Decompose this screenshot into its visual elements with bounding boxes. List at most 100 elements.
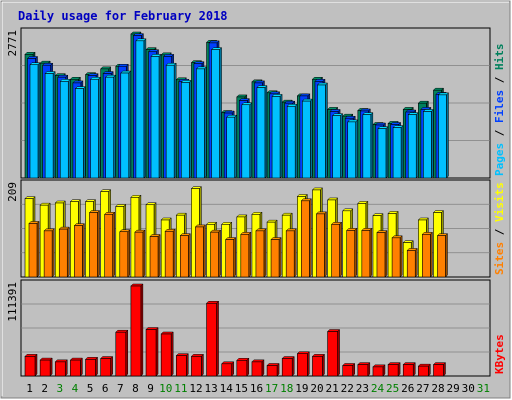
bar-sites xyxy=(240,231,252,278)
bar-sites xyxy=(58,226,70,278)
bar-pages xyxy=(210,47,223,179)
svg-text:Sites / Visits: Sites / Visits xyxy=(493,182,506,275)
x-tick-label: 12 xyxy=(189,382,202,395)
bar-pages xyxy=(422,108,434,179)
bar-pages xyxy=(120,70,132,179)
bar-kbytes xyxy=(100,355,114,377)
x-tick-label: 26 xyxy=(401,382,414,395)
x-tick-label: 2 xyxy=(41,382,48,395)
x-tick-label: 4 xyxy=(72,382,79,395)
bar-pages xyxy=(44,70,56,179)
bar-sites xyxy=(104,211,116,278)
x-tick-label: 11 xyxy=(174,382,187,395)
bar-kbytes xyxy=(402,362,416,377)
bar-sites xyxy=(285,228,297,278)
bar-pages xyxy=(29,62,41,179)
x-tick-label: 10 xyxy=(159,382,172,395)
bar-pages xyxy=(301,98,313,179)
x-tick-label: 25 xyxy=(386,382,399,395)
bar-pages xyxy=(59,78,71,179)
legend-separator: / xyxy=(493,222,506,242)
bar-sites xyxy=(361,227,373,278)
legend-separator: / xyxy=(493,123,506,143)
bar-pages xyxy=(105,74,117,179)
bar-sites xyxy=(376,229,388,278)
x-tick-label: 16 xyxy=(250,382,263,395)
bar-sites xyxy=(88,209,101,278)
bar-kbytes xyxy=(160,331,174,377)
bar-sites xyxy=(346,227,358,278)
bar-sites xyxy=(330,221,343,278)
legend-files: Files xyxy=(493,90,506,123)
x-tick-label: 24 xyxy=(371,382,385,395)
x-tick-label: 30 xyxy=(462,382,475,395)
bar-sites xyxy=(134,229,146,278)
x-tick-label: 8 xyxy=(132,382,139,395)
panel-kbytes: 111391 xyxy=(6,279,491,377)
bar-kbytes xyxy=(326,328,341,377)
bar-kbytes xyxy=(281,355,295,377)
bar-kbytes xyxy=(24,353,38,377)
bar-pages xyxy=(180,79,192,179)
bar-kbytes xyxy=(205,300,220,377)
x-tick-label: 5 xyxy=(87,382,94,395)
bar-kbytes xyxy=(236,357,250,377)
bar-sites xyxy=(194,224,207,278)
bar-sites xyxy=(149,233,161,278)
panel-legend: Sites / Visits xyxy=(493,182,506,275)
x-tick-label: 19 xyxy=(295,382,308,395)
bar-pages xyxy=(195,66,208,179)
bar-pages xyxy=(362,111,374,179)
bar-pages xyxy=(392,124,404,179)
x-tick-label: 31 xyxy=(477,382,490,395)
legend-separator: / xyxy=(493,70,506,90)
panel-hits-files-pages: 2771 xyxy=(6,27,491,179)
bar-sites xyxy=(436,233,449,278)
bar-pages xyxy=(241,102,253,179)
bar-pages xyxy=(226,114,238,179)
legend-hits: Hits xyxy=(493,44,506,71)
bar-sites xyxy=(73,223,85,278)
x-tick-label: 6 xyxy=(102,382,109,395)
bar-kbytes xyxy=(130,283,144,377)
bar-sites xyxy=(315,211,328,278)
chart-title: Daily usage for February 2018 xyxy=(18,9,228,23)
bar-pages xyxy=(347,119,359,179)
x-tick-label: 14 xyxy=(220,382,234,395)
bar-kbytes xyxy=(432,362,447,377)
bar-kbytes xyxy=(266,362,280,377)
bar-sites xyxy=(225,236,237,278)
legend-pages: Pages xyxy=(493,143,506,176)
x-tick-label: 7 xyxy=(117,382,124,395)
bar-sites xyxy=(119,229,131,278)
panel-max-label: 2771 xyxy=(6,30,19,57)
bar-kbytes xyxy=(372,364,386,377)
bar-sites xyxy=(406,247,418,278)
bar-pages xyxy=(286,103,298,179)
x-tick-label: 9 xyxy=(147,382,154,395)
bar-pages xyxy=(256,84,268,179)
bar-kbytes xyxy=(251,359,265,377)
x-tick-label: 15 xyxy=(235,382,248,395)
bar-kbytes xyxy=(417,363,431,377)
bar-kbytes xyxy=(145,326,159,377)
bar-sites xyxy=(270,236,282,278)
x-tick-label: 3 xyxy=(57,382,64,395)
bar-pages xyxy=(331,113,344,179)
bar-kbytes xyxy=(39,357,53,377)
bar-kbytes xyxy=(296,351,310,377)
x-tick-label: 23 xyxy=(356,382,369,395)
bar-kbytes xyxy=(69,357,83,377)
bar-sites xyxy=(255,228,267,278)
x-tick-label: 28 xyxy=(431,382,444,395)
bar-pages xyxy=(377,126,389,179)
bar-sites xyxy=(391,235,403,278)
bar-kbytes xyxy=(221,361,235,377)
bar-sites xyxy=(300,198,312,278)
legend-visits: Visits xyxy=(493,182,506,222)
bar-pages xyxy=(150,53,162,179)
bar-sites xyxy=(164,228,176,278)
bar-pages xyxy=(165,62,177,179)
bar-pages xyxy=(316,82,329,179)
